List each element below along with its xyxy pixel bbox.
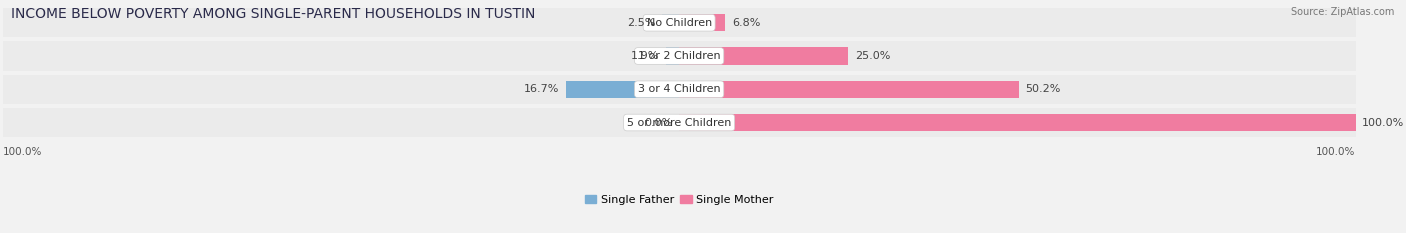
Bar: [3, 75, 1355, 104]
Text: 3 or 4 Children: 3 or 4 Children: [638, 84, 720, 94]
Text: 100.0%: 100.0%: [1362, 117, 1405, 127]
Text: 50.2%: 50.2%: [1025, 84, 1062, 94]
Text: 5 or more Children: 5 or more Children: [627, 117, 731, 127]
Bar: [666, 47, 679, 65]
Text: INCOME BELOW POVERTY AMONG SINGLE-PARENT HOUSEHOLDS IN TUSTIN: INCOME BELOW POVERTY AMONG SINGLE-PARENT…: [11, 7, 536, 21]
Bar: [662, 14, 679, 31]
Text: Source: ZipAtlas.com: Source: ZipAtlas.com: [1291, 7, 1395, 17]
Text: 16.7%: 16.7%: [524, 84, 560, 94]
Bar: [679, 47, 848, 65]
Text: 1.9%: 1.9%: [631, 51, 659, 61]
Bar: [679, 14, 725, 31]
Text: 25.0%: 25.0%: [855, 51, 890, 61]
Text: 2.5%: 2.5%: [627, 18, 655, 28]
Text: 1 or 2 Children: 1 or 2 Children: [638, 51, 720, 61]
Legend: Single Father, Single Mother: Single Father, Single Mother: [581, 191, 778, 209]
Bar: [3, 108, 1355, 137]
Bar: [3, 41, 1355, 71]
Bar: [567, 81, 679, 98]
Text: No Children: No Children: [647, 18, 711, 28]
Text: 100.0%: 100.0%: [1316, 147, 1355, 158]
Bar: [679, 114, 1355, 131]
Text: 0.0%: 0.0%: [644, 117, 672, 127]
Bar: [3, 8, 1355, 37]
Text: 6.8%: 6.8%: [733, 18, 761, 28]
Bar: [679, 81, 1019, 98]
Text: 100.0%: 100.0%: [3, 147, 42, 158]
